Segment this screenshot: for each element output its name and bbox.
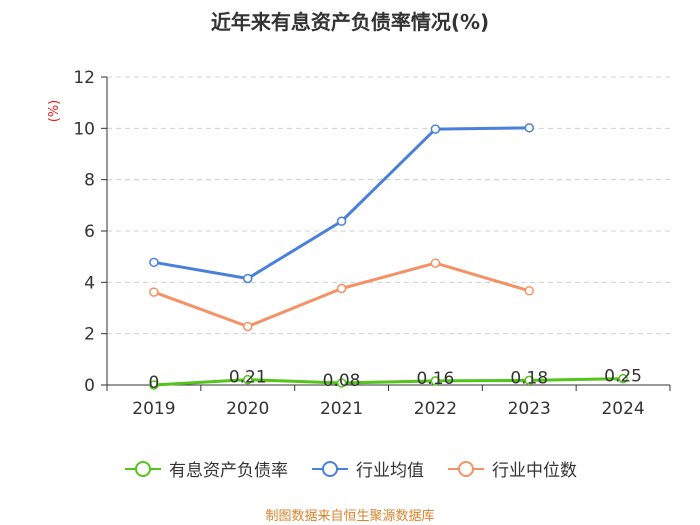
data-label: 0 (149, 373, 160, 393)
data-point-2 (149, 287, 159, 297)
data-point-0 (524, 375, 534, 386)
data-point-0 (243, 374, 253, 385)
series-line-1 (153, 126, 530, 280)
legend-swatch-1 (312, 460, 348, 477)
y-tick-label: 8 (84, 171, 95, 191)
data-source-note: 制图数据来自恒生聚源数据库 (265, 509, 435, 524)
data-point-0 (618, 373, 628, 384)
data-point-2 (430, 258, 441, 268)
data-point-1 (243, 273, 253, 284)
x-tick-label: 2024 (601, 399, 644, 419)
legend-swatch-0 (125, 460, 161, 477)
legend-label-0: 有息资产负债率 (169, 461, 288, 481)
data-point-1 (149, 257, 159, 268)
data-label: 0.25 (604, 367, 642, 387)
y-tick-label: 10 (73, 119, 95, 139)
data-point-1 (524, 123, 534, 133)
legend-label-1: 行业均值 (356, 461, 424, 481)
y-tick-label: 4 (84, 273, 95, 293)
legend-label-2: 行业中位数 (492, 461, 577, 481)
x-tick-label: 2020 (226, 399, 269, 419)
series-line-0 (153, 377, 624, 387)
x-tick-label: 2023 (508, 399, 551, 419)
x-tick-label: 2021 (320, 399, 363, 419)
data-label: 0.08 (323, 371, 361, 391)
legend-item-0[interactable]: 有息资产负债率 (123, 456, 288, 481)
data-point-0 (430, 376, 441, 386)
legend-item-2[interactable]: 行业中位数 (446, 456, 577, 481)
data-label: 0.18 (510, 368, 548, 388)
chart-title: 近年来有息资产负债率情况(%) (210, 10, 490, 34)
data-point-0 (149, 380, 159, 390)
y-tick-label: 12 (73, 68, 95, 88)
data-label: 0.21 (229, 368, 267, 388)
data-point-1 (336, 216, 347, 226)
x-tick-label: 2022 (414, 399, 457, 419)
data-label: 0.16 (416, 369, 454, 389)
x-tick-label: 2019 (132, 399, 175, 419)
legend-item-1[interactable]: 行业均值 (310, 456, 424, 481)
y-tick-label: 2 (84, 325, 95, 345)
data-point-0 (336, 378, 347, 388)
data-point-1 (430, 124, 441, 134)
y-tick-label: 0 (84, 376, 95, 396)
legend-swatch-2 (448, 460, 484, 477)
y-tick-label: 6 (84, 222, 95, 242)
data-point-2 (336, 283, 347, 294)
data-point-2 (524, 286, 534, 296)
data-point-2 (243, 321, 253, 332)
legend: 有息资产负债率 行业均值 行业中位数 (0, 456, 700, 481)
